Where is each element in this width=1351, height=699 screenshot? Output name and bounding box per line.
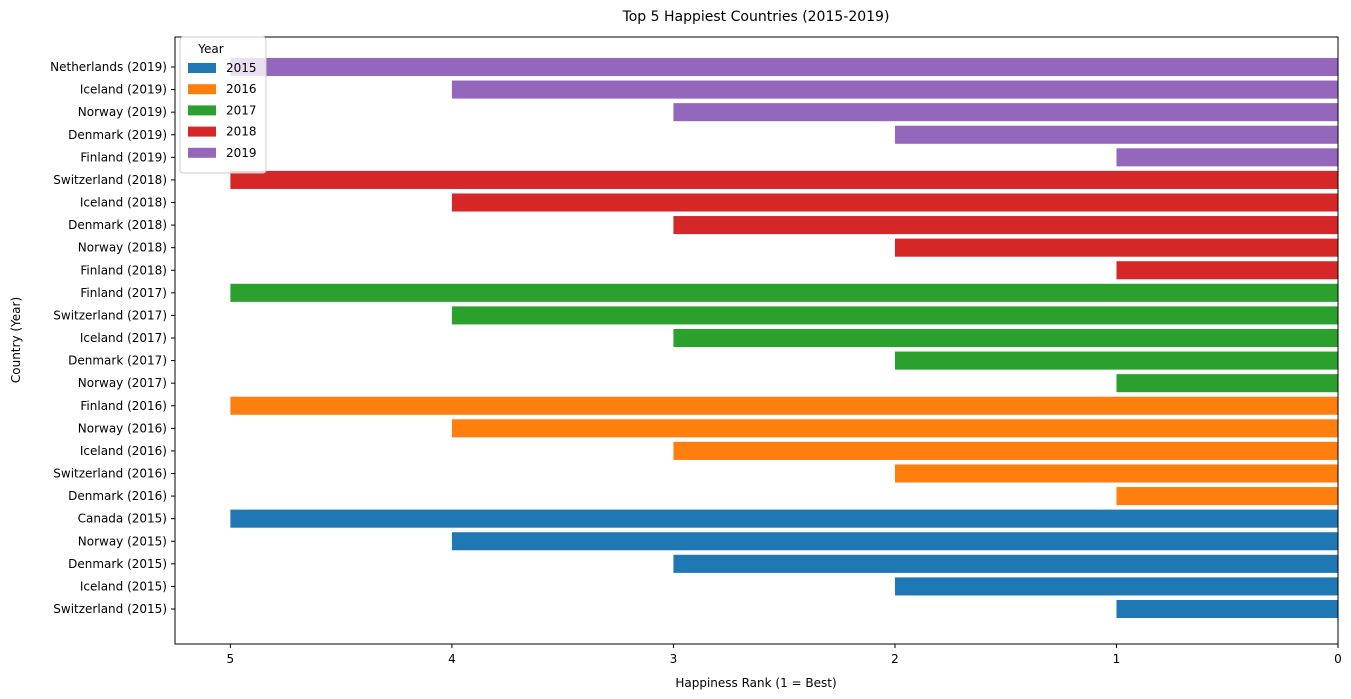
bar [894, 577, 1338, 596]
legend-label: 2019 [226, 146, 257, 160]
x-axis: 5 4 3 2 1 0 [227, 644, 1342, 666]
y-tick-label: Finland (2019) [80, 150, 167, 164]
legend-title: Year [197, 42, 223, 56]
bar [230, 57, 1338, 77]
bar [673, 554, 1338, 573]
y-tick-label: Switzerland (2016) [53, 467, 167, 481]
y-tick-label: Finland (2016) [80, 399, 167, 413]
y-tick-label: Norway (2016) [78, 421, 167, 435]
bars-layer [230, 57, 1338, 619]
x-tick-label: 0 [1334, 652, 1342, 666]
bar [1116, 148, 1338, 167]
legend-swatch [188, 105, 216, 116]
bar [673, 441, 1338, 460]
y-tick-label: Iceland (2018) [80, 196, 167, 210]
y-tick-label: Iceland (2019) [80, 83, 167, 97]
y-tick-label: Denmark (2018) [68, 218, 167, 232]
bar [673, 216, 1338, 235]
plot-frame [174, 36, 1339, 645]
y-tick-label: Denmark (2017) [68, 354, 167, 368]
y-tick-label: Canada (2015) [78, 512, 167, 526]
bar [673, 328, 1338, 348]
legend-label: 2015 [226, 61, 257, 75]
bar [451, 80, 1338, 99]
x-tick-label: 1 [1113, 652, 1121, 666]
bar [451, 193, 1338, 212]
legend-swatch [188, 147, 216, 158]
bar [230, 283, 1338, 302]
legend-label: 2018 [226, 125, 257, 139]
x-axis-label: Happiness Rank (1 = Best) [675, 676, 836, 690]
bar [230, 396, 1338, 415]
y-tick-label: Denmark (2016) [68, 489, 167, 503]
bar [894, 125, 1338, 144]
legend-swatch [188, 126, 216, 137]
y-tick-label: Finland (2018) [80, 263, 167, 277]
bar [1116, 374, 1338, 393]
legend-swatch [188, 63, 216, 73]
legend-label: 2016 [226, 82, 257, 96]
y-tick-label: Iceland (2017) [80, 331, 167, 345]
y-tick-label: Norway (2017) [78, 376, 167, 390]
bar [894, 351, 1338, 370]
bar [673, 103, 1338, 122]
x-tick-label: 4 [448, 652, 456, 666]
x-tick-label: 2 [891, 652, 899, 666]
bar [451, 419, 1338, 438]
y-tick-label: Iceland (2016) [80, 444, 167, 458]
chart-title: Top 5 Happiest Countries (2015-2019) [622, 9, 890, 25]
y-tick-label: Switzerland (2018) [53, 173, 167, 187]
bar [894, 238, 1338, 257]
y-tick-label: Denmark (2015) [68, 557, 167, 571]
bar [230, 170, 1338, 189]
bar [230, 509, 1338, 528]
bar [1116, 599, 1338, 619]
y-axis-label: Country (Year) [9, 297, 23, 383]
y-tick-label: Switzerland (2017) [53, 308, 167, 322]
bar [1116, 487, 1338, 506]
y-tick-label: Norway (2015) [78, 534, 167, 548]
y-tick-label: Switzerland (2015) [53, 602, 167, 616]
y-tick-label: Finland (2017) [80, 286, 167, 300]
y-tick-label: Denmark (2019) [68, 128, 167, 142]
y-tick-label: Netherlands (2019) [50, 60, 167, 74]
bar [1116, 261, 1338, 280]
x-tick-label: 3 [670, 652, 678, 666]
legend-swatch [188, 84, 216, 95]
y-axis: Switzerland (2015) Iceland (2015) Denmark … [50, 60, 175, 616]
y-tick-label: Iceland (2015) [80, 579, 167, 593]
bar [894, 464, 1338, 483]
y-tick-label: Norway (2018) [78, 241, 167, 255]
x-tick-label: 5 [227, 652, 235, 666]
bar [451, 306, 1338, 325]
legend-label: 2017 [226, 103, 257, 117]
y-tick-label: Norway (2019) [78, 105, 167, 119]
bar [451, 532, 1338, 551]
